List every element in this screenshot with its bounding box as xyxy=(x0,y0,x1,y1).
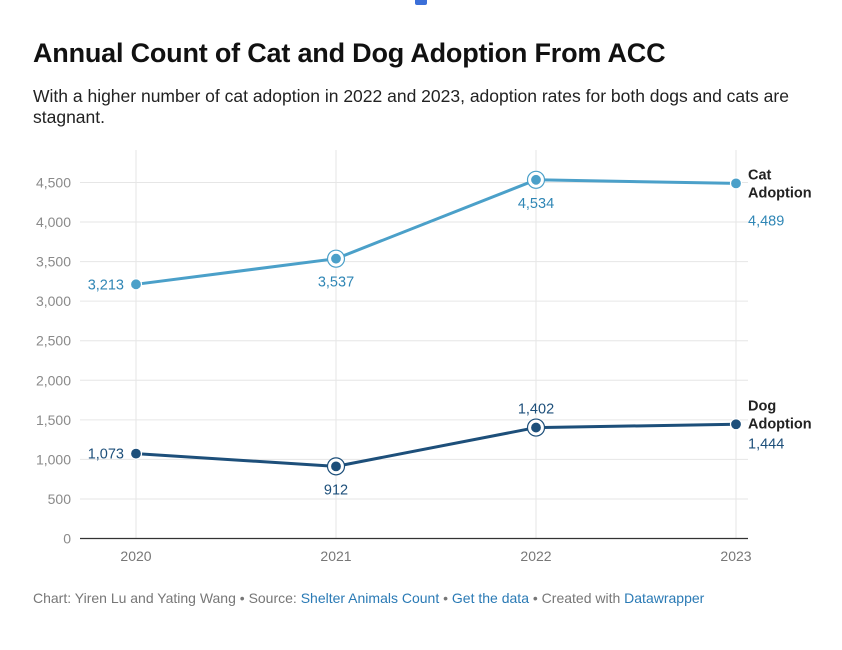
y-tick-label: 4,000 xyxy=(36,214,71,230)
data-label: 4,534 xyxy=(518,196,554,212)
line-chart: 0 500 1,000 1,500 2,000 2,500 3,000 3,500 4,000 4… xyxy=(36,150,812,564)
y-tick-label: 2,000 xyxy=(36,372,71,388)
data-point xyxy=(129,278,143,291)
datawrapper-link[interactable]: Datawrapper xyxy=(624,590,705,606)
created-label: Created with xyxy=(541,590,625,606)
data-label: 3,213 xyxy=(88,277,124,293)
y-tick-label: 2,500 xyxy=(36,333,71,349)
y-tick-label: 3,500 xyxy=(36,254,71,270)
data-point xyxy=(729,418,743,431)
data-point xyxy=(129,447,143,460)
chart-footer: Chart: Yiren Lu and Yating Wang • Source… xyxy=(33,590,704,606)
footer-separator: • xyxy=(235,590,249,606)
data-label: 1,402 xyxy=(518,402,554,418)
series-name-label: Adoption xyxy=(748,185,812,201)
source-label: Source: xyxy=(248,590,301,606)
data-point xyxy=(529,173,543,186)
data-point xyxy=(729,177,743,190)
data-label: 3,537 xyxy=(318,275,354,291)
chart-title: Annual Count of Cat and Dog Adoption Fro… xyxy=(33,38,666,68)
top-marker xyxy=(415,0,427,5)
get-data-link[interactable]: Get the data xyxy=(451,590,529,606)
y-tick-label: 1,500 xyxy=(36,412,71,428)
data-point xyxy=(529,421,543,434)
series-name-label: Cat xyxy=(748,167,772,183)
footer-separator: • xyxy=(528,590,542,606)
series-name-label: Adoption xyxy=(748,416,812,432)
x-tick-label: 2022 xyxy=(520,548,551,564)
y-tick-label: 500 xyxy=(48,491,72,507)
y-tick-label: 1,000 xyxy=(36,451,71,467)
data-label: 1,444 xyxy=(748,436,784,452)
data-label: 912 xyxy=(324,482,348,498)
y-tick-label: 4,500 xyxy=(36,175,71,191)
data-label: 1,073 xyxy=(88,447,124,463)
chart-subtitle: With a higher number of cat adoption in … xyxy=(33,86,789,127)
x-tick-label: 2020 xyxy=(120,548,151,564)
chart-credit: Chart: Yiren Lu and Yating Wang xyxy=(33,590,236,606)
x-tick-label: 2021 xyxy=(320,548,351,564)
y-tick-label: 0 xyxy=(63,531,71,547)
data-point xyxy=(329,252,343,265)
source-link[interactable]: Shelter Animals Count xyxy=(300,590,440,606)
series-line xyxy=(134,422,738,468)
data-point xyxy=(329,460,343,473)
footer-separator: • xyxy=(439,590,452,606)
data-label: 4,489 xyxy=(748,213,784,229)
series-name-label: Dog xyxy=(748,398,776,414)
y-tick-label: 3,000 xyxy=(36,293,71,309)
x-tick-label: 2023 xyxy=(720,548,751,564)
series-line xyxy=(134,178,738,286)
